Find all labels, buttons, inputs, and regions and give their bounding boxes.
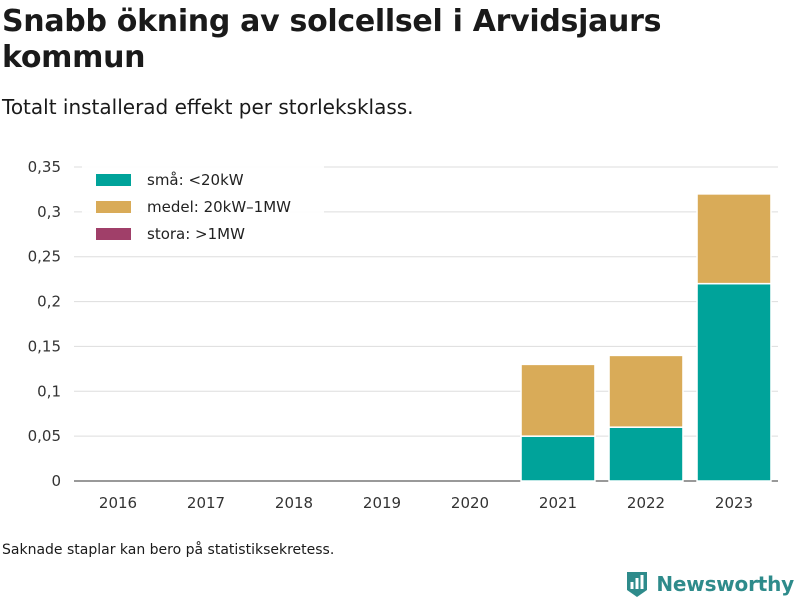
y-tick-label: 0,15 [28,337,61,355]
legend-swatch [96,228,131,240]
y-tick-label: 0,1 [37,382,61,400]
y-tick-label: 0,3 [37,203,61,221]
legend-label: stora: >1MW [147,225,245,243]
x-tick-label: 2022 [627,494,665,512]
legend: små: <20kW medel: 20kW–1MW stora: >1MW [82,162,324,256]
y-tick-label: 0,05 [28,427,61,445]
x-tick-label: 2020 [451,494,489,512]
chart-title: Snabb ökning av solcellsel i Arvidsjaurs… [2,4,662,75]
y-tick-label: 0,25 [28,248,61,266]
y-tick-label: 0 [51,472,61,490]
x-tick-label: 2018 [275,494,313,512]
stacked-bar-chart: 00,050,10,150,20,250,30,35 2016 2017 2018 2… [28,158,778,512]
y-tick-label: 0,35 [28,158,61,176]
legend-swatch [96,174,131,186]
bars [520,193,772,482]
x-tick-label: 2021 [539,494,577,512]
bar-segment-2023-series-1[interactable] [696,193,772,285]
legend-label: medel: 20kW–1MW [147,198,291,216]
legend-swatch [96,201,131,213]
bar-segment-2022-series-1[interactable] [608,354,684,428]
x-tick-label: 2023 [715,494,753,512]
x-axis-tick-labels: 2016 2017 2018 2019 2020 2021 2022 2023 [99,494,753,512]
brand-logo[interactable]: Newsworthy [625,569,794,599]
x-tick-label: 2019 [363,494,401,512]
brand-name: Newsworthy [656,572,794,596]
x-tick-label: 2017 [187,494,225,512]
x-tick-label: 2016 [99,494,137,512]
bar-segment-2021-series-0[interactable] [520,435,596,482]
chart-subtitle: Totalt installerad effekt per storlekskl… [2,95,414,119]
y-axis-tick-labels: 0 0,05 0,1 0,15 0,2 0,25 0,3 0,35 [28,158,61,490]
footnote: Saknade staplar kan bero på statistiksek… [2,542,335,558]
bar-segment-2021-series-1[interactable] [520,363,596,437]
bar-chart-shield-icon [627,572,648,597]
legend-label: små: <20kW [147,171,244,189]
y-tick-label: 0,2 [37,293,61,311]
bar-segment-2022-series-0[interactable] [608,426,684,482]
bar-segment-2023-series-0[interactable] [696,282,772,482]
